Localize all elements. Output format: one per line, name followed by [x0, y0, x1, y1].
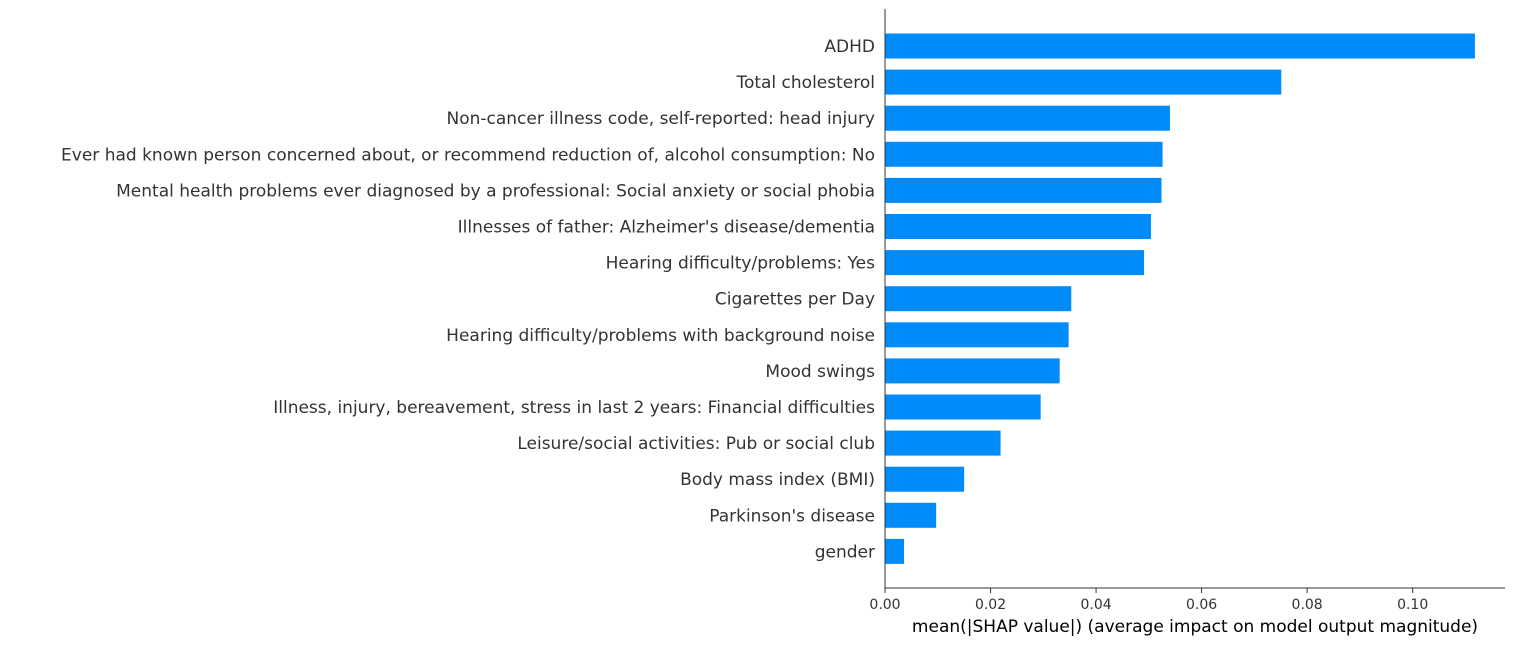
feature-label: Ever had known person concerned about, o… — [61, 145, 875, 165]
bar — [885, 69, 1282, 95]
feature-label: Illness, injury, bereavement, stress in … — [273, 398, 875, 418]
bar — [885, 538, 904, 564]
x-tick-label: 0.06 — [1186, 597, 1217, 613]
x-tick-label: 0.00 — [869, 597, 900, 613]
bar — [885, 430, 1001, 456]
x-tick-label: 0.04 — [1080, 597, 1111, 613]
bar — [885, 105, 1170, 131]
feature-label: Cigarettes per Day — [715, 290, 875, 310]
feature-label: Illnesses of father: Alzheimer's disease… — [458, 218, 875, 238]
feature-label: Body mass index (BMI) — [680, 470, 875, 490]
bar — [885, 502, 937, 528]
x-ticks-group: 0.00 0.02 0.04 0.06 0.08 0.10 — [869, 588, 1428, 613]
bar — [885, 250, 1145, 276]
feature-label: Mental health problems ever diagnosed by… — [116, 181, 875, 201]
bar — [885, 394, 1041, 420]
bar — [885, 141, 1163, 167]
bar — [885, 466, 965, 492]
feature-label: ADHD — [824, 37, 875, 57]
bar — [885, 322, 1069, 348]
feature-label: Hearing difficulty/problems: Yes — [606, 254, 876, 274]
bar — [885, 286, 1072, 312]
feature-label: Mood swings — [765, 362, 875, 382]
feature-labels-group: ADHD Total cholesterol Non-cancer illness … — [61, 37, 875, 562]
feature-label: Parkinson's disease — [709, 506, 875, 526]
bar — [885, 214, 1151, 239]
feature-label: gender — [815, 542, 875, 562]
bar — [885, 358, 1060, 384]
x-tick-label: 0.02 — [975, 597, 1006, 613]
feature-label: Non-cancer illness code, self-reported: … — [446, 109, 875, 129]
feature-label: Total cholesterol — [735, 73, 875, 93]
x-axis-title: mean(|SHAP value|) (average impact on mo… — [912, 617, 1478, 637]
x-tick-label: 0.08 — [1292, 597, 1323, 613]
bar — [885, 177, 1162, 203]
bars-group — [885, 33, 1475, 564]
x-tick-label: 0.10 — [1397, 597, 1428, 613]
feature-label: Hearing difficulty/problems with backgro… — [446, 326, 875, 346]
bar — [885, 33, 1475, 59]
feature-label: Leisure/social activities: Pub or social… — [517, 434, 875, 454]
